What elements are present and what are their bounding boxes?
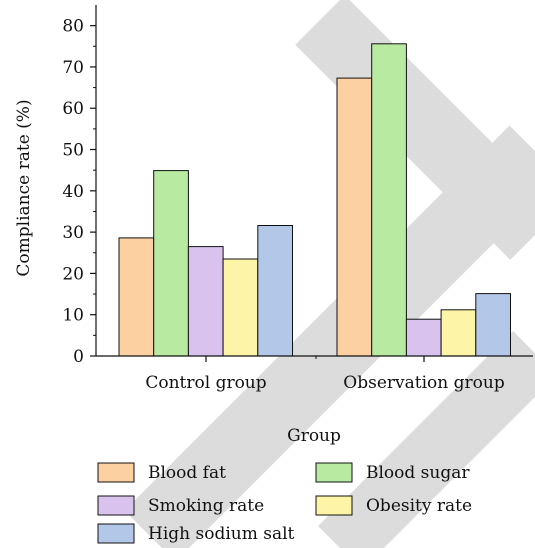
y-tick-label: 80 (62, 17, 84, 37)
y-axis-label: Compliance rate (%) (14, 99, 34, 276)
ticks-layer: 0 10 20 30 40 50 60 70 80 Control group Observatio… (62, 17, 504, 393)
legend-label-high-sodium-salt: High sodium salt (148, 524, 295, 544)
legend-swatch-blood-sugar (315, 462, 353, 483)
legend-swatch-high-sodium-salt (97, 523, 135, 544)
legend-swatch-blood-fat (97, 462, 135, 483)
legend-label-blood-sugar: Blood sugar (366, 463, 470, 483)
legend-swatch-obesity-rate (315, 495, 353, 516)
legend-swatch-smoking-rate (97, 495, 135, 516)
y-tick-label: 70 (62, 58, 84, 78)
bar-blood-fat-control-group (118, 237, 155, 357)
axes-layer (95, 5, 533, 357)
y-tick-label: 10 (62, 306, 84, 326)
y-tick-label: 20 (62, 264, 84, 284)
y-tick-label: 40 (62, 182, 84, 202)
bar-blood-sugar-control-group (153, 170, 189, 357)
y-tick-label: 50 (62, 141, 84, 161)
legend-label-obesity-rate: Obesity rate (366, 496, 472, 516)
bars-layer (118, 43, 511, 357)
bar-high-sodium-salt-observation-group (475, 293, 511, 357)
legend-label-blood-fat: Blood fat (148, 463, 226, 483)
bar-high-sodium-salt-control-group (257, 225, 293, 357)
legend: Blood fat Blood sugar Smoking rate Obesity … (97, 462, 472, 544)
bar-blood-fat-observation-group (336, 77, 373, 357)
x-axis-label: Group (287, 426, 341, 446)
y-tick-label: 30 (62, 223, 84, 243)
bar-obesity-rate-observation-group (440, 309, 477, 357)
y-tick-label: 60 (62, 99, 84, 119)
bar-blood-sugar-observation-group (371, 43, 407, 357)
y-tick-label: 0 (73, 347, 84, 367)
bar-smoking-rate-control-group (187, 246, 224, 357)
watermark-stroke-2 (318, 331, 535, 548)
bar-smoking-rate-observation-group (405, 318, 442, 357)
watermark-stroke-3 (295, 0, 535, 260)
legend-label-smoking-rate: Smoking rate (148, 496, 264, 516)
x-tick-label: Observation group (343, 373, 505, 393)
x-tick-label: Control group (145, 373, 266, 393)
bar-obesity-rate-control-group (222, 258, 259, 357)
